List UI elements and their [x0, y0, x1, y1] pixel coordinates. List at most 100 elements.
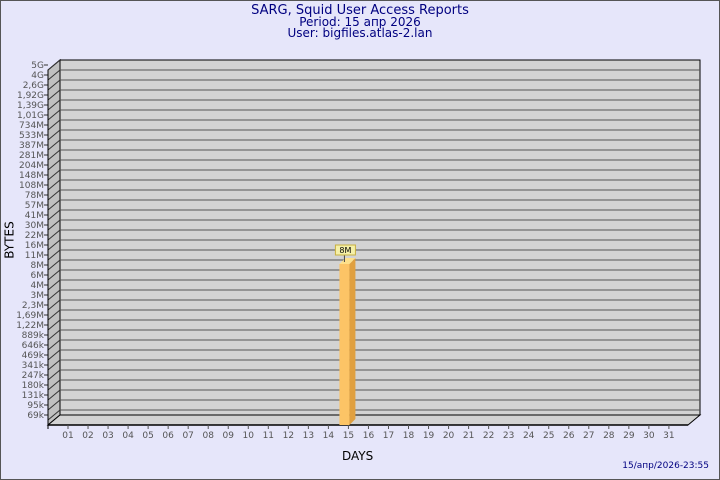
y-tick-label: 2,6G	[23, 81, 44, 91]
gridline-wall	[47, 289, 61, 301]
x-tick-label: 15	[343, 431, 354, 441]
gridline-wall	[47, 79, 61, 91]
gridline-wall	[47, 279, 61, 291]
chart-period: Period: 15 апр 2026	[299, 15, 421, 29]
y-tick-label: 4M	[31, 281, 45, 291]
x-tick-label: 01	[62, 431, 73, 441]
y-tick-label: 131k	[22, 391, 45, 401]
gridline-wall	[47, 89, 61, 101]
gridline-wall	[47, 109, 61, 121]
y-tick-label: 57M	[25, 201, 44, 211]
x-tick-label: 19	[423, 431, 435, 441]
y-tick-label: 1,69M	[16, 311, 44, 321]
x-tick-label: 04	[122, 431, 134, 441]
gridline-wall	[47, 259, 61, 271]
gridline-wall	[47, 119, 61, 131]
y-tick-label: 148M	[19, 171, 44, 181]
y-tick-label: 387M	[19, 141, 44, 151]
y-tick-label: 6M	[31, 271, 45, 281]
x-tick-label: 10	[243, 431, 255, 441]
bar-front	[339, 264, 350, 425]
y-tick-label: 108M	[19, 181, 44, 191]
y-tick-label: 533M	[19, 131, 44, 141]
gridline-wall	[47, 239, 61, 251]
x-tick-label: 23	[503, 431, 514, 441]
gridline-wall	[47, 319, 61, 331]
y-tick-label: 69k	[27, 411, 44, 421]
x-tick-label: 22	[483, 431, 494, 441]
x-tick-label: 17	[383, 431, 394, 441]
x-tick-label: 08	[202, 431, 214, 441]
y-tick-label: 4G	[31, 71, 44, 81]
generated-timestamp: 15/апр/2026-23:55	[622, 461, 709, 471]
gridline-wall	[47, 209, 61, 221]
gridline-wall	[47, 189, 61, 201]
y-tick-label: 734M	[19, 121, 44, 131]
x-tick-label: 12	[283, 431, 294, 441]
y-tick-label: 1,92G	[17, 91, 44, 101]
x-tick-label: 13	[303, 431, 314, 441]
x-tick-label: 11	[263, 431, 274, 441]
y-axis-label: BYTES	[2, 221, 17, 259]
y-tick-label: 341k	[22, 361, 45, 371]
x-tick-label: 26	[563, 431, 575, 441]
y-tick-label: 646k	[22, 341, 45, 351]
y-tick-label: 1,39G	[17, 101, 44, 111]
y-tick-label: 78M	[25, 191, 44, 201]
x-tick-label: 02	[82, 431, 93, 441]
gridline-wall	[47, 149, 61, 161]
x-tick-label: 31	[663, 431, 674, 441]
x-tick-label: 21	[463, 431, 474, 441]
x-tick-label: 14	[323, 431, 335, 441]
chart-title: SARG, Squid User Access Reports	[251, 3, 469, 18]
gridline-wall	[47, 249, 61, 261]
y-tick-label: 8M	[31, 261, 45, 271]
x-tick-label: 30	[643, 431, 655, 441]
data-label-box	[334, 244, 356, 256]
y-tick-label: 2,3M	[22, 301, 44, 311]
gridline-wall	[47, 219, 61, 231]
y-tick-label: 281M	[19, 151, 44, 161]
gridline-wall	[47, 329, 61, 341]
y-tick-label: 889k	[22, 331, 45, 341]
plot-floor	[46, 414, 702, 426]
gridline-wall	[47, 199, 61, 211]
y-tick-label: 41M	[25, 211, 44, 221]
x-tick-label: 24	[523, 431, 535, 441]
gridline-wall	[47, 59, 61, 71]
x-tick-label: 27	[583, 431, 594, 441]
gridline-wall	[47, 369, 61, 381]
gridline-wall	[47, 299, 61, 311]
gridline-wall	[47, 229, 61, 241]
y-tick-label: 469k	[22, 351, 45, 361]
gridline-wall	[47, 129, 61, 141]
gridline-wall	[47, 179, 61, 191]
x-tick-label: 05	[142, 431, 153, 441]
gridline-wall	[47, 389, 61, 401]
gridline-wall	[47, 99, 61, 111]
x-axis-label: DAYS	[342, 449, 374, 463]
gridline-wall	[47, 409, 61, 421]
y-tick-label: 247k	[22, 371, 45, 381]
x-tick-label: 07	[182, 431, 193, 441]
y-tick-label: 180k	[22, 381, 45, 391]
chart-user: User: bigfiles.atlas-2.lan	[287, 26, 433, 40]
y-tick-label: 30M	[25, 221, 44, 231]
gridline-wall	[47, 349, 61, 361]
y-tick-label: 204M	[19, 161, 44, 171]
gridline-wall	[47, 339, 61, 351]
x-tick-label: 16	[363, 431, 375, 441]
gridline-wall	[47, 399, 61, 411]
gridline-wall	[47, 159, 61, 171]
y-tick-label: 5G	[31, 61, 44, 71]
gridline-wall	[47, 269, 61, 281]
gridline-wall	[47, 379, 61, 391]
x-tick-label: 18	[403, 431, 415, 441]
y-tick-label: 3M	[31, 291, 45, 301]
plot-back-wall	[59, 59, 701, 416]
x-tick-label: 29	[623, 431, 635, 441]
y-tick-label: 1,01G	[17, 111, 44, 121]
x-tick-label: 09	[223, 431, 235, 441]
gridline-wall	[47, 169, 61, 181]
